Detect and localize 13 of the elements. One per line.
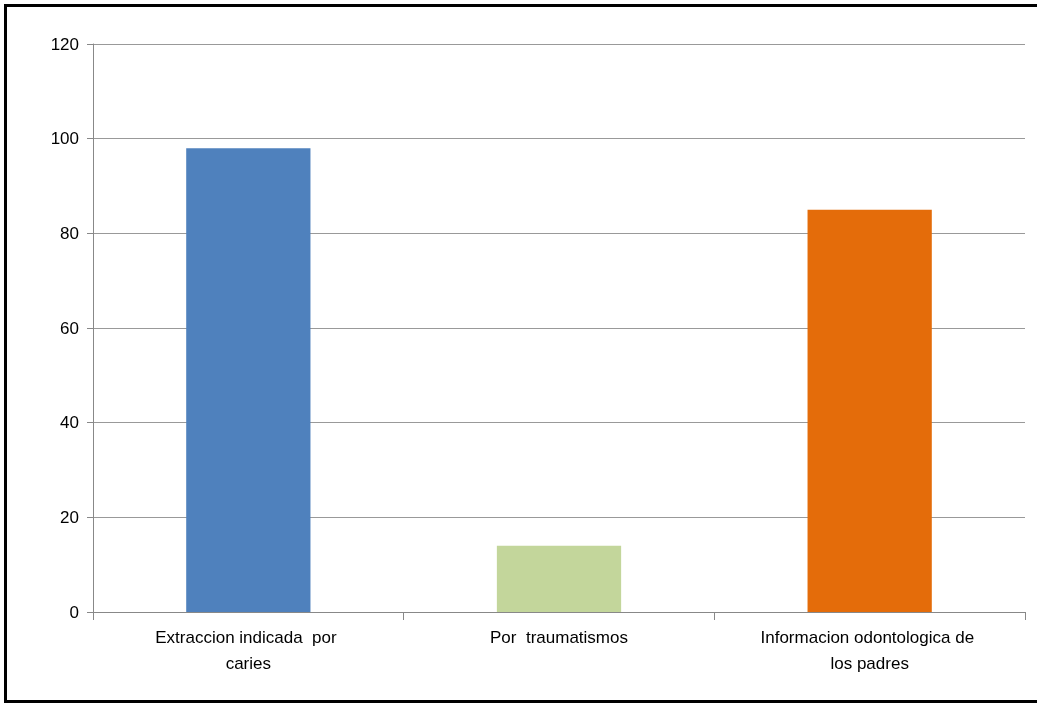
x-tick-label: Informacion odontologica de los padres (760, 627, 979, 673)
y-tick-label: 0 (69, 602, 79, 622)
y-tick-label: 120 (50, 34, 79, 54)
bar (496, 545, 622, 612)
x-tick-label: Extraccion indicada por caries (155, 627, 342, 673)
bar (807, 209, 932, 612)
y-tick-label: 80 (60, 223, 79, 243)
bar (186, 148, 311, 612)
y-tick-label: 40 (60, 413, 79, 433)
y-tick-label: 100 (50, 129, 79, 149)
x-tick-label: Por traumatismos (490, 627, 628, 647)
y-tick-label: 60 (60, 318, 79, 338)
y-tick-label: 20 (60, 507, 79, 527)
